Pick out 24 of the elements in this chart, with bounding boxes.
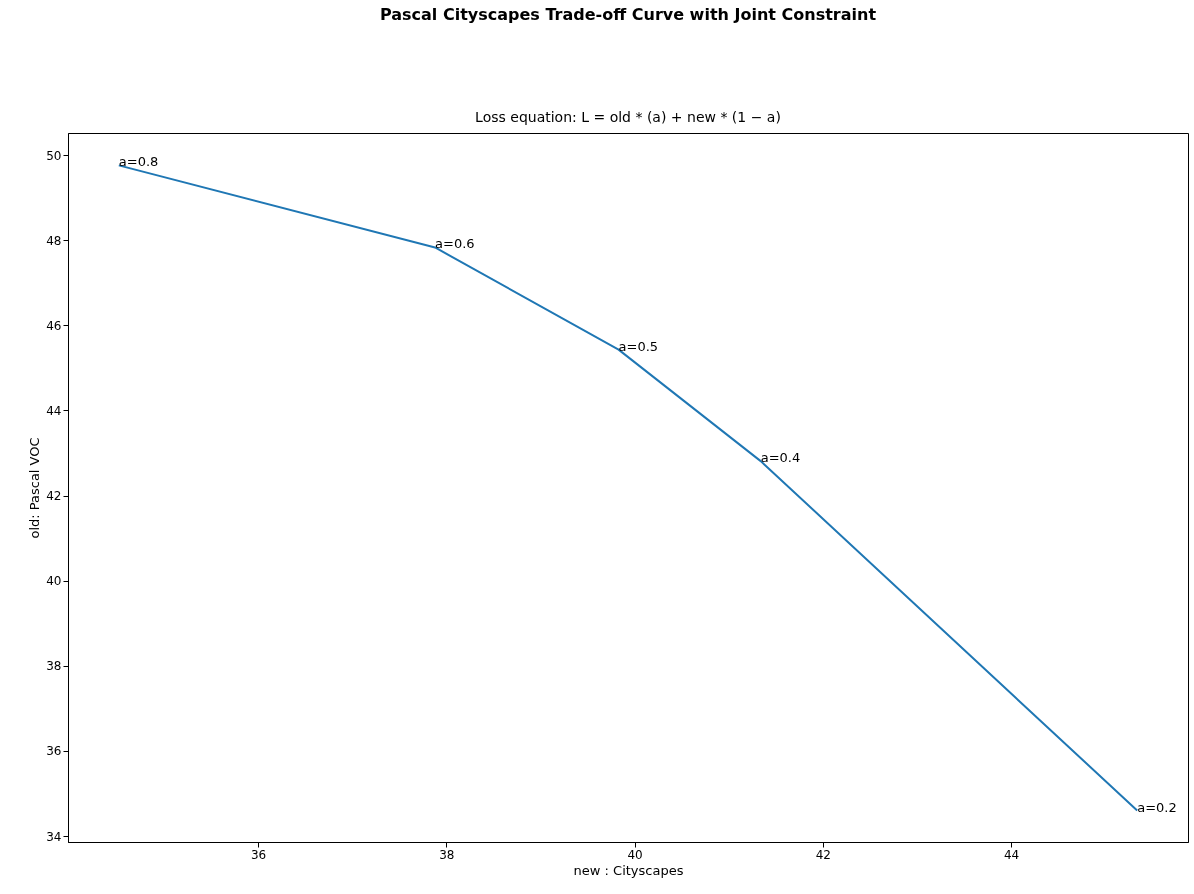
- chart-subtitle: Loss equation: L = old * (a) + new * (1 − a): [475, 109, 781, 125]
- x-tick-label: 38: [439, 847, 455, 862]
- y-tick-label: 34: [46, 829, 62, 844]
- y-tick-label: 50: [46, 148, 62, 163]
- x-tick-label: 42: [815, 847, 831, 862]
- y-tick-label: 36: [46, 744, 62, 759]
- y-tick-label: 44: [46, 403, 62, 418]
- annotation: a=0.8: [118, 154, 159, 170]
- y-tick-label: 38: [46, 659, 62, 674]
- annotation: a=0.4: [760, 450, 801, 466]
- x-tick-label: 36: [250, 847, 267, 862]
- line-series: [117, 164, 1139, 812]
- y-axis-title: old: Pascal VOC: [27, 437, 43, 539]
- y-tick-label: 40: [46, 574, 62, 589]
- annotation: a=0.5: [618, 338, 659, 354]
- y-tick-label: 46: [46, 318, 62, 333]
- annotation: a=0.6: [435, 236, 475, 252]
- y-tick-label: 42: [46, 489, 62, 504]
- x-axis-title: new : Cityscapes: [573, 862, 684, 878]
- x-tick-label: 40: [627, 847, 643, 862]
- chart-title: Pascal Cityscapes Trade-off Curve with Joint Constraint: [379, 5, 877, 24]
- x-tick-label: 44: [1003, 847, 1020, 862]
- annotation: a=0.2: [1137, 799, 1177, 815]
- y-tick-label: 48: [46, 233, 62, 248]
